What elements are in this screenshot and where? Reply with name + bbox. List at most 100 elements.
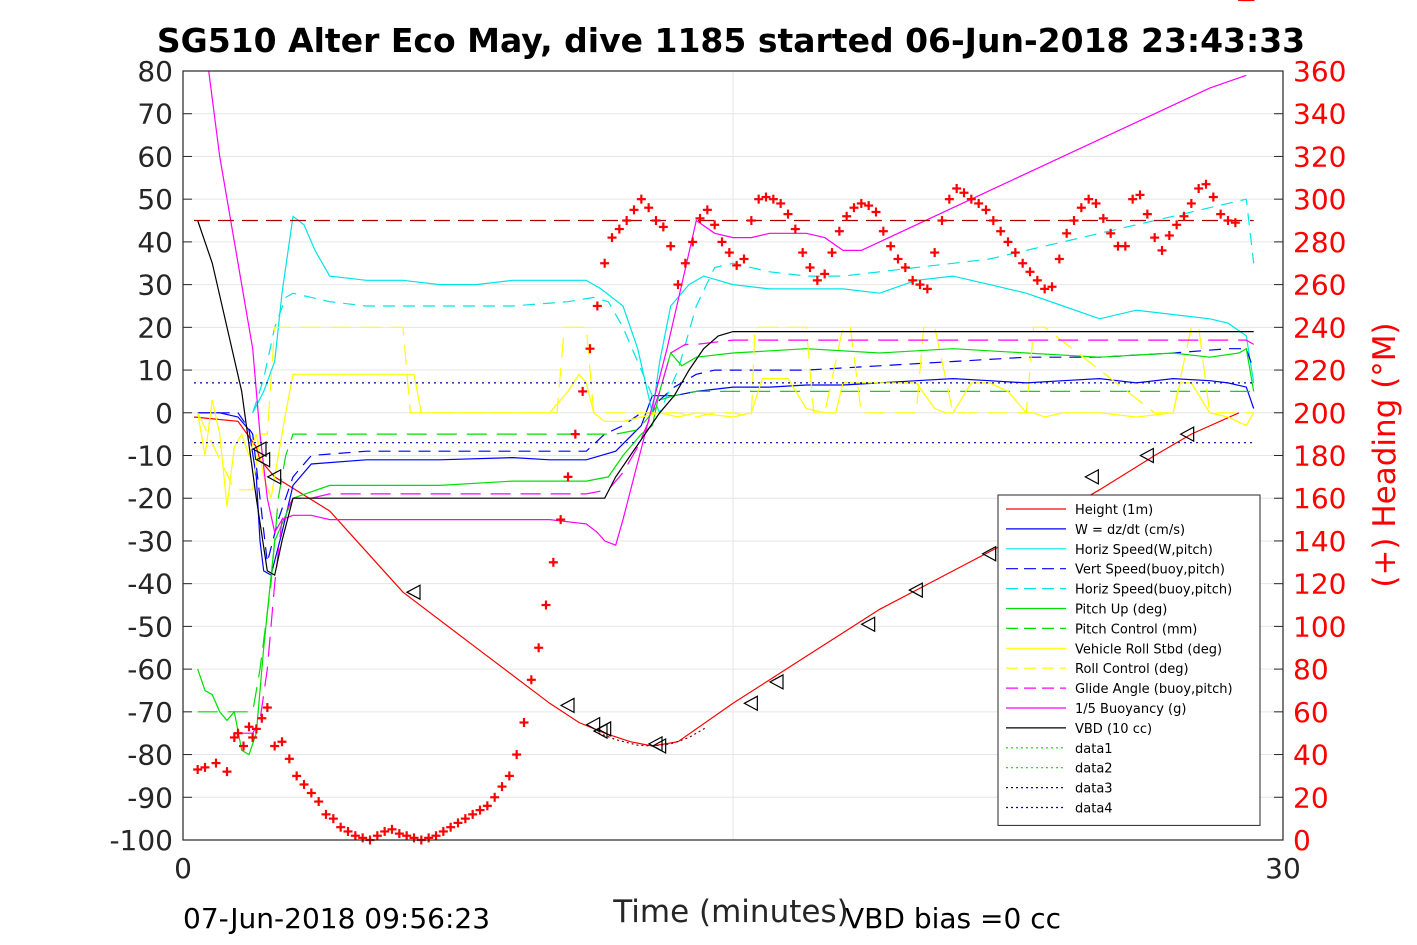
heading-point [922, 284, 932, 294]
heading-point [200, 762, 210, 772]
heading-point [1186, 198, 1196, 208]
heading-point [548, 557, 558, 567]
heading-point [336, 822, 346, 832]
heading-point [900, 263, 910, 273]
heading-point [930, 248, 940, 258]
heading-point [468, 809, 478, 819]
y-tick-label: 0 [155, 397, 173, 430]
heading-point [211, 758, 221, 768]
heading-point [732, 260, 742, 270]
heading-point [1208, 192, 1218, 202]
heading-point [284, 754, 294, 764]
height-marker [1179, 426, 1195, 443]
heading-point [600, 258, 610, 268]
heading-point [915, 280, 925, 290]
height-marker [1139, 447, 1154, 464]
heading-point [1157, 245, 1167, 255]
heading-point [563, 472, 573, 482]
heading-point [1230, 218, 1240, 228]
heading-point [974, 198, 984, 208]
heading-point [248, 732, 258, 742]
height-marker [1084, 468, 1099, 485]
heading-point [1003, 237, 1013, 247]
heading-point [878, 226, 888, 236]
heading-point [952, 183, 962, 193]
legend-label: 1/5 Buoyancy (g) [1075, 702, 1186, 717]
heading-point [431, 831, 441, 841]
y2-tick-label: 140 [1293, 525, 1346, 558]
heading-point [358, 833, 368, 843]
heading-point [856, 198, 866, 208]
heading-point [372, 831, 382, 841]
x-axis-label: Time (minutes) [612, 894, 848, 930]
heading-point [1106, 228, 1116, 238]
right-y-axis-label: (+) Heading (°M) [1367, 322, 1403, 587]
heading-point [490, 792, 500, 802]
heading-point [644, 203, 654, 213]
height-marker [559, 697, 575, 714]
heading-point [193, 765, 203, 775]
series-pitch-control-mm- [197, 390, 1254, 713]
heading-point [1201, 179, 1211, 189]
heading-point [380, 826, 390, 836]
heading-point [1128, 194, 1138, 204]
heading-point [1069, 216, 1079, 226]
y-tick-label: -10 [127, 440, 173, 473]
heading-point [812, 275, 822, 285]
heading-point [746, 216, 756, 226]
y-tick-label: -60 [127, 653, 173, 686]
x-tick-label: 0 [174, 852, 192, 885]
heading-point [497, 782, 507, 792]
heading-point [277, 737, 287, 747]
heading-point [1216, 209, 1226, 219]
y-tick-label: 70 [137, 98, 173, 131]
y2-tick-label: 240 [1293, 311, 1346, 344]
heading-point [350, 831, 360, 841]
heading-point [585, 344, 595, 354]
height-marker [768, 673, 784, 690]
height-marker [860, 616, 876, 633]
y-tick-label: -90 [127, 781, 173, 814]
height-marker [266, 468, 282, 485]
y-tick-label: -100 [109, 824, 173, 857]
heading-point [1120, 241, 1130, 251]
height-marker [743, 695, 758, 712]
heading-point [1098, 213, 1108, 223]
heading-point [864, 201, 874, 211]
heading-point [1047, 282, 1057, 292]
legend-label: Horiz Speed(W,pitch) [1075, 543, 1213, 558]
heading-point [424, 833, 434, 843]
heading-point [519, 718, 529, 728]
y-tick-label: 60 [137, 140, 173, 173]
axes-ticks: -100-90-80-70-60-50-40-30-20-10010203040… [109, 55, 1346, 885]
series-w-dz-dt-cm-s- [197, 377, 1255, 577]
series-horiz-speed-w-pitch- [252, 215, 1255, 414]
heading-point [1172, 220, 1182, 230]
heading-point [244, 722, 254, 732]
y-tick-label: 30 [137, 269, 173, 302]
legend-label: data4 [1075, 802, 1113, 817]
y2-tick-label: 340 [1293, 98, 1346, 131]
heading-point [996, 226, 1006, 236]
heading-point [1010, 248, 1020, 258]
heading-point [1054, 254, 1064, 264]
y-tick-label: -50 [127, 610, 173, 643]
heading-point [1135, 190, 1145, 200]
heading-point [988, 216, 998, 226]
y2-tick-label: 80 [1293, 653, 1329, 686]
series-roll-control-deg- [197, 326, 1254, 491]
heading-point [592, 301, 602, 311]
legend: Height (1m) W = dz/dt (cm/s) Horiz Speed(W… [997, 494, 1261, 826]
height-marker [585, 716, 601, 733]
heading-point [834, 226, 844, 236]
heading-point [314, 797, 324, 807]
heading-point [570, 429, 580, 439]
heading-point [805, 263, 815, 273]
y2-tick-label: 320 [1293, 140, 1346, 173]
y-tick-label: -70 [127, 696, 173, 729]
series-1-5-buoyancy-g- [208, 70, 1247, 546]
y2-tick-label: 200 [1293, 397, 1346, 430]
heading-point [673, 280, 683, 290]
y2-tick-label: 360 [1293, 55, 1346, 88]
